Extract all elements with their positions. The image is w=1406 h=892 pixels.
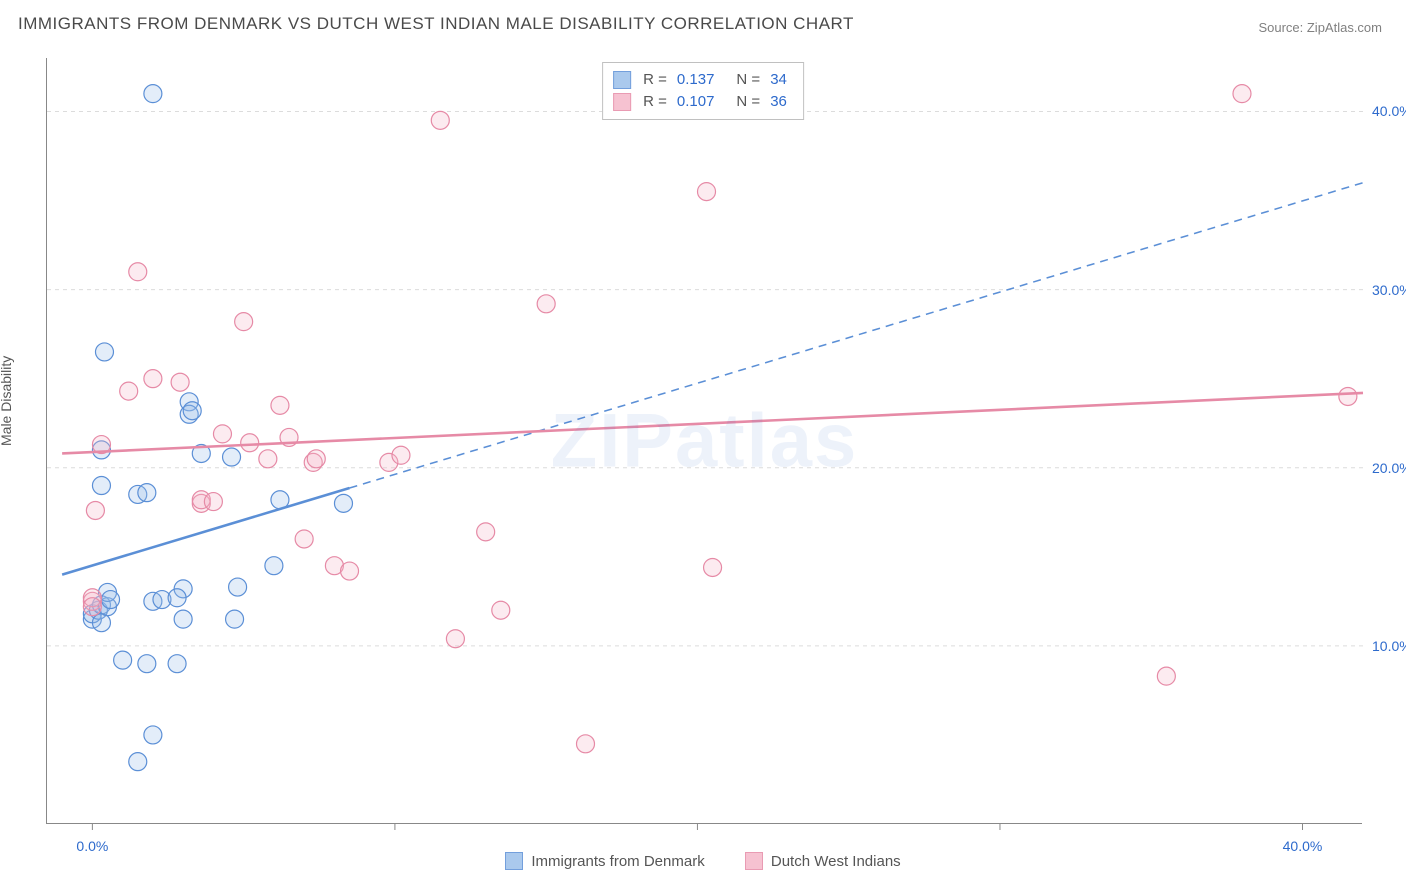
scatter-point <box>259 450 277 468</box>
scatter-point <box>83 598 101 616</box>
scatter-point <box>129 753 147 771</box>
series-legend: Immigrants from Denmark Dutch West India… <box>0 852 1406 874</box>
legend-label-denmark: Immigrants from Denmark <box>531 853 704 870</box>
trend-line-extrapolated <box>350 183 1363 488</box>
scatter-point <box>229 578 247 596</box>
n-label: N = <box>736 69 760 91</box>
scatter-point <box>235 313 253 331</box>
scatter-point <box>446 630 464 648</box>
scatter-point <box>95 343 113 361</box>
scatter-point <box>1157 667 1175 685</box>
scatter-point <box>537 295 555 313</box>
scatter-point <box>241 434 259 452</box>
y-tick-label: 30.0% <box>1372 282 1406 298</box>
scatter-point <box>271 396 289 414</box>
source-attribution: Source: ZipAtlas.com <box>1258 20 1382 35</box>
trend-line <box>62 393 1363 454</box>
scatter-point <box>168 589 186 607</box>
scatter-point <box>577 735 595 753</box>
scatter-point <box>171 373 189 391</box>
y-tick-label: 20.0% <box>1372 460 1406 476</box>
scatter-point <box>129 263 147 281</box>
y-tick-label: 10.0% <box>1372 638 1406 654</box>
scatter-point <box>102 591 120 609</box>
scatter-point <box>144 726 162 744</box>
plot-svg <box>47 58 1362 823</box>
r-value-dwi: 0.107 <box>677 91 715 113</box>
legend-item-dwi: Dutch West Indians <box>745 852 901 870</box>
legend-label-dwi: Dutch West Indians <box>771 853 901 870</box>
y-axis-label: Male Disability <box>0 356 14 446</box>
swatch-denmark <box>613 71 631 89</box>
scatter-point <box>92 477 110 495</box>
scatter-point <box>138 484 156 502</box>
scatter-point <box>223 448 241 466</box>
scatter-point <box>120 382 138 400</box>
scatter-point <box>307 450 325 468</box>
scatter-point <box>392 446 410 464</box>
swatch-dwi <box>613 93 631 111</box>
scatter-point <box>204 493 222 511</box>
legend-row-denmark: R = 0.137 N = 34 <box>613 69 787 91</box>
scatter-point <box>86 501 104 519</box>
r-value-denmark: 0.137 <box>677 69 715 91</box>
scatter-point <box>265 557 283 575</box>
scatter-point <box>138 655 156 673</box>
scatter-point <box>183 402 201 420</box>
r-label: R = <box>643 91 667 113</box>
legend-item-denmark: Immigrants from Denmark <box>505 852 704 870</box>
scatter-point <box>477 523 495 541</box>
scatter-point <box>492 601 510 619</box>
scatter-point <box>341 562 359 580</box>
scatter-point <box>144 370 162 388</box>
scatter-point <box>226 610 244 628</box>
scatter-point <box>334 494 352 512</box>
scatter-point <box>114 651 132 669</box>
source-label: Source: <box>1258 20 1306 35</box>
chart-title: IMMIGRANTS FROM DENMARK VS DUTCH WEST IN… <box>18 14 854 34</box>
source-name: ZipAtlas.com <box>1307 20 1382 35</box>
scatter-point <box>1233 85 1251 103</box>
scatter-point <box>1339 387 1357 405</box>
scatter-plot: ZIPatlas 10.0%20.0%30.0%40.0%0.0%40.0% <box>46 58 1362 824</box>
scatter-point <box>704 558 722 576</box>
legend-row-dwi: R = 0.107 N = 36 <box>613 91 787 113</box>
scatter-point <box>174 610 192 628</box>
swatch-denmark <box>505 852 523 870</box>
scatter-point <box>431 111 449 129</box>
scatter-point <box>295 530 313 548</box>
n-label: N = <box>736 91 760 113</box>
scatter-point <box>698 183 716 201</box>
swatch-dwi <box>745 852 763 870</box>
scatter-point <box>144 85 162 103</box>
correlation-legend: R = 0.137 N = 34 R = 0.107 N = 36 <box>602 62 804 120</box>
r-label: R = <box>643 69 667 91</box>
y-tick-label: 40.0% <box>1372 103 1406 119</box>
n-value-dwi: 36 <box>770 91 787 113</box>
scatter-point <box>168 655 186 673</box>
scatter-point <box>92 614 110 632</box>
scatter-point <box>213 425 231 443</box>
n-value-denmark: 34 <box>770 69 787 91</box>
